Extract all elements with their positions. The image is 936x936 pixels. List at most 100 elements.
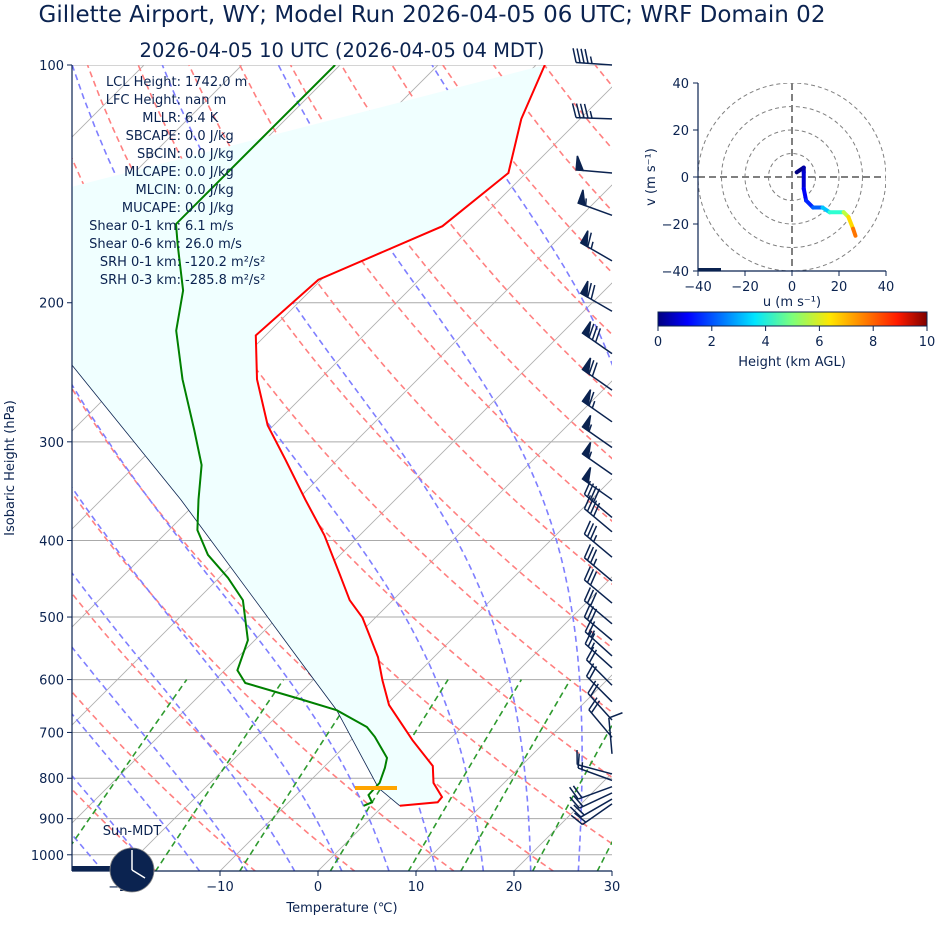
index-value: -120.2 m²/s² (185, 255, 265, 270)
barb-feather (588, 649, 598, 663)
x-tick-label: 30 (604, 880, 621, 895)
barb-feather (592, 502, 601, 517)
dewpoint-line (174, 65, 389, 807)
index-label: SBCAPE: (126, 129, 181, 144)
index-value: -285.8 m²/s² (185, 273, 265, 288)
barb-feather (589, 592, 598, 607)
barb-feather (575, 103, 581, 118)
barb-feather (590, 284, 596, 300)
hodo-x-tick-label: 0 (788, 280, 796, 295)
hodo-edge-mark (698, 268, 721, 271)
isotherm-line (121, 380, 612, 871)
hodo-y-label: v (m s⁻¹) (644, 148, 659, 206)
colorbar (657, 311, 928, 327)
x-tick-label: 20 (506, 880, 523, 895)
index-label: LFC Height: (106, 93, 181, 108)
barb-half-feather (592, 558, 598, 566)
wind-barb (569, 798, 613, 818)
colorbar-tick-label: 0 (654, 335, 662, 350)
moist-adiabat-line (72, 383, 390, 871)
barb-shaft (588, 709, 613, 738)
barb-feather (586, 589, 595, 604)
moist-adiabat-line (72, 571, 296, 871)
wind-barb (571, 103, 613, 120)
dry-adiabat-line (86, 65, 612, 714)
barb-half-feather (581, 762, 584, 770)
isotherm-line (709, 65, 936, 872)
barb-feather (608, 712, 623, 719)
mixing-ratio-line (72, 679, 188, 846)
dry-adiabat-line (72, 491, 455, 871)
barb-feather (572, 48, 577, 63)
barb-shaft (583, 579, 613, 604)
hodo-segment (846, 214, 856, 231)
wind-barb (569, 785, 613, 800)
barb-feather (590, 700, 601, 714)
barb-shaft (577, 763, 613, 775)
skewt-plot: LCL Height: 1742.0 m LFC Height: nan m MLLR:… (3, 48, 936, 916)
y-tick-label: 100 (39, 59, 64, 74)
wind-barb (581, 389, 613, 423)
barb-feather (589, 549, 598, 564)
x-tick-label: 0 (314, 880, 322, 895)
barb-pennant (581, 389, 592, 407)
wind-barb (576, 750, 613, 775)
barb-feather (583, 520, 592, 535)
y-tick-label: 600 (39, 674, 64, 689)
clock-label: Sun-MDT (103, 824, 162, 839)
barb-half-feather (591, 400, 596, 409)
y-tick-label: 400 (39, 534, 64, 549)
hodo-x-label: u (m s⁻¹) (763, 295, 821, 310)
barb-pennant (581, 414, 592, 433)
index-label: LCL Height: (106, 75, 181, 90)
mixing-ratio-line (459, 679, 572, 871)
barb-shaft (586, 659, 613, 686)
hodo-y-tick-label: 40 (672, 77, 689, 92)
barb-feather (572, 785, 583, 799)
barb-half-feather (589, 110, 593, 119)
hodo-y-tick-label: 20 (672, 124, 689, 139)
barb-feather (569, 796, 580, 809)
moist-adiabat-line (72, 774, 153, 871)
barb-shaft (583, 557, 613, 582)
barb-pennant (581, 321, 592, 339)
barb-feather (586, 497, 595, 512)
skewt-axes: 1002003004005006007008009001000−20−10010… (31, 59, 620, 895)
barb-feather (591, 325, 598, 341)
wind-barb (581, 357, 613, 391)
temperature-line (254, 65, 546, 807)
index-value: 6.1 m/s (185, 219, 234, 234)
barb-feather (580, 48, 585, 64)
barb-feather (587, 232, 593, 248)
y-tick-label: 200 (39, 297, 64, 312)
wind-barb (581, 414, 613, 449)
moist-adiabat-line (72, 712, 201, 871)
barb-feather (584, 48, 589, 64)
dry-adiabat-line (697, 65, 936, 872)
cin-shading (72, 65, 545, 806)
dry-adiabat-line (492, 65, 612, 212)
dry-adiabat-line (72, 387, 555, 871)
hodo-x-tick-label: 40 (878, 280, 895, 295)
barb-pennant (579, 280, 589, 298)
moist-adiabat-line (72, 486, 343, 871)
dry-adiabat-line (72, 788, 157, 871)
x-tick-label: 10 (408, 880, 425, 895)
barb-shaft (580, 798, 613, 818)
barb-feather (579, 103, 585, 119)
figure-subtitle: 2026-04-05 10 UTC (2026-04-05 04 MDT) (140, 39, 545, 62)
barb-feather (569, 786, 579, 800)
barb-shaft (583, 533, 613, 558)
dry-adiabat-line (137, 65, 612, 649)
wind-barb (584, 630, 613, 669)
wind-barbs (569, 48, 623, 826)
wind-barb (608, 712, 623, 754)
barb-feather (583, 544, 592, 559)
barb-feather (570, 814, 583, 826)
barb-feather (589, 500, 598, 515)
wind-barb (581, 467, 613, 501)
barb-feather (583, 480, 592, 495)
barb-pennant (581, 441, 592, 460)
index-value: nan m (185, 93, 226, 108)
